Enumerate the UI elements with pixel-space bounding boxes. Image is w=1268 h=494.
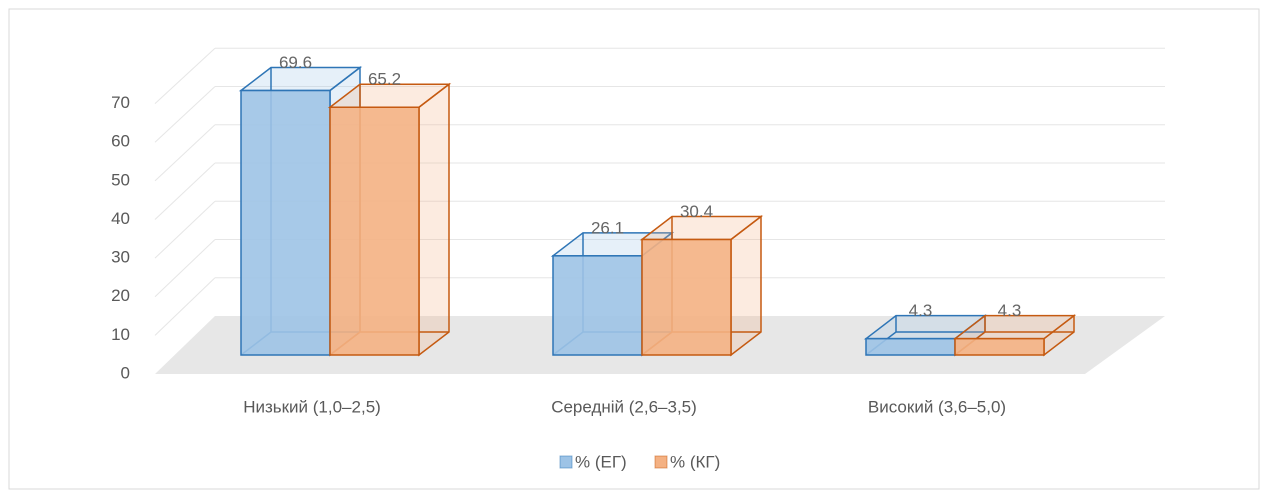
y-tick-label: 70	[111, 93, 130, 112]
data-label: 30.4	[680, 202, 713, 221]
legend-swatch	[654, 455, 668, 469]
data-label: 4.3	[909, 301, 933, 320]
x-tick-label: Середній (2,6–3,5)	[551, 397, 697, 416]
grid-line	[154, 239, 216, 298]
bar	[639, 214, 764, 357]
y-tick-label: 60	[111, 132, 130, 151]
grid-line	[154, 124, 216, 182]
bar-face	[552, 255, 643, 356]
x-tick-label: Високий (3,6–5,0)	[868, 397, 1006, 416]
bar-face	[641, 238, 732, 356]
chart-frame	[8, 8, 1260, 490]
data-label: 26.1	[591, 218, 624, 237]
bar-face	[865, 337, 956, 356]
bar-face	[240, 89, 331, 356]
grid-line	[154, 277, 216, 336]
x-tick-label: Низький (1,0–2,5)	[243, 397, 381, 416]
y-tick-label: 40	[111, 209, 130, 228]
y-tick-label: 50	[111, 170, 130, 189]
legend-label: % (ЕГ)	[575, 452, 627, 471]
bar-face	[954, 337, 1045, 356]
y-tick-label: 30	[111, 248, 130, 267]
bar-face	[329, 106, 420, 356]
grid-line	[154, 86, 216, 143]
grid-line	[154, 162, 216, 220]
bar-face	[418, 82, 450, 357]
y-tick-label: 20	[111, 286, 130, 305]
bar-face	[730, 214, 762, 357]
grid-line	[154, 47, 216, 104]
legend-label: % (КГ)	[670, 452, 720, 471]
data-label: 4.3	[998, 301, 1022, 320]
bar	[327, 82, 452, 357]
y-tick-label: 0	[121, 363, 130, 382]
legend-swatch	[559, 455, 573, 469]
grid-line	[154, 200, 216, 259]
data-label: 65.2	[368, 70, 401, 89]
y-tick-label: 10	[111, 325, 130, 344]
bar	[952, 314, 1077, 357]
data-label: 69.6	[279, 53, 312, 72]
